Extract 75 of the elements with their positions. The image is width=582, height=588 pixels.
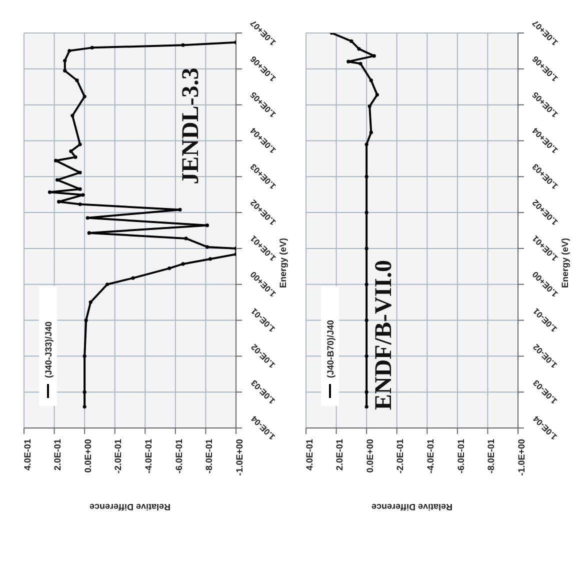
x-tick-label: -2.0E-01: [395, 439, 406, 474]
annotation: JENDL-3.3: [178, 68, 204, 184]
point: [87, 231, 91, 235]
point: [205, 245, 210, 249]
point: [364, 174, 368, 178]
point: [369, 78, 373, 82]
x-tick-label: 0.0E+00: [364, 439, 375, 473]
legend: (J40-B70)/J40: [321, 286, 339, 406]
point: [364, 354, 368, 358]
point: [346, 60, 350, 64]
point: [364, 282, 368, 286]
point: [84, 318, 88, 322]
point: [90, 46, 94, 50]
legend: (J40-J33)/J40: [39, 286, 57, 406]
point: [205, 224, 210, 228]
point: [81, 193, 85, 197]
point: [48, 190, 52, 194]
point: [364, 210, 368, 214]
point: [364, 318, 368, 322]
x-tick-label: -1.0E+00: [516, 439, 526, 476]
x-axis-title: Relative Difference: [89, 502, 171, 512]
point: [63, 68, 67, 73]
point: [364, 142, 368, 146]
x-tick-label: 2.0E-01: [334, 439, 345, 471]
point: [372, 54, 376, 58]
x-tick-label: -4.0E-01: [426, 439, 436, 474]
y-axis-title: Energy (eV): [560, 238, 570, 288]
point: [78, 142, 82, 146]
point: [82, 404, 86, 409]
point: [181, 262, 185, 266]
point: [78, 187, 82, 191]
x-tick-label: 2.0E-01: [52, 439, 63, 471]
point: [57, 200, 61, 204]
point: [75, 78, 79, 82]
point: [375, 93, 379, 97]
point: [82, 390, 86, 394]
point: [70, 114, 74, 118]
point: [105, 282, 110, 286]
point: [131, 276, 135, 280]
x-axis-title: Relative Difference: [371, 502, 453, 512]
point: [168, 266, 172, 270]
point: [74, 155, 78, 159]
point: [86, 216, 90, 220]
point: [69, 149, 73, 154]
x-tick-label: 0.0E+00: [82, 439, 93, 473]
point: [54, 158, 58, 162]
point: [364, 404, 368, 409]
point: [184, 236, 188, 240]
point: [358, 62, 362, 66]
point: [63, 58, 67, 62]
point: [364, 246, 368, 250]
point: [181, 43, 185, 47]
point: [208, 257, 212, 261]
x-tick-label: -4.0E-01: [144, 439, 154, 474]
point: [368, 104, 372, 108]
x-tick-label: -8.0E-01: [204, 439, 214, 474]
x-tick-label: -6.0E-01: [456, 439, 466, 474]
x-tick-label: -6.0E-01: [174, 439, 184, 474]
point: [178, 208, 182, 212]
point: [357, 47, 361, 51]
annotation: ENDF/B-VII.0: [371, 260, 397, 410]
point: [78, 202, 82, 206]
point: [364, 390, 368, 394]
point: [350, 39, 354, 44]
x-tick-label: 4.0E-01: [22, 439, 32, 471]
x-tick-label: -2.0E-01: [113, 439, 124, 474]
point: [369, 130, 373, 134]
x-tick-label: -1.0E+00: [234, 439, 244, 476]
point: [82, 94, 86, 98]
point: [68, 48, 72, 53]
point: [82, 354, 86, 358]
point: [88, 300, 92, 304]
x-tick-label: 4.0E-01: [304, 439, 314, 471]
y-axis-title: Energy (eV): [278, 238, 288, 288]
x-tick-label: -8.0E-01: [486, 439, 496, 474]
